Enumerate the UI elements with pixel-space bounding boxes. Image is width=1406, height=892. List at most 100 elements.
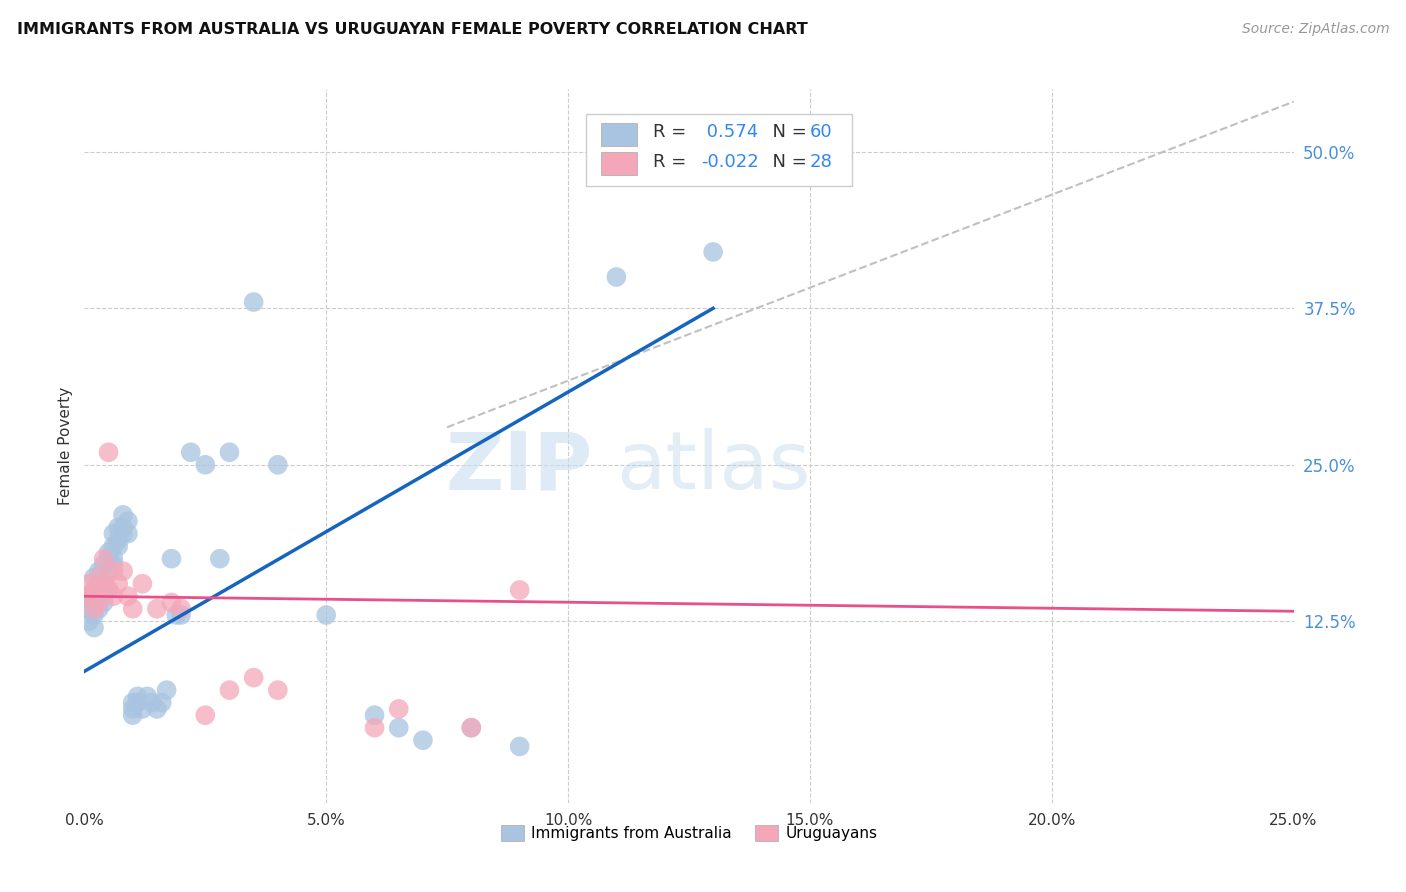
Point <box>83 582 105 597</box>
Point <box>77 576 100 591</box>
Text: atlas: atlas <box>616 428 811 507</box>
Point <box>155 683 177 698</box>
Point <box>83 595 105 609</box>
Point <box>150 696 173 710</box>
Point <box>509 739 531 754</box>
Point <box>127 696 149 710</box>
Point <box>83 570 105 584</box>
Point <box>97 545 120 559</box>
FancyBboxPatch shape <box>586 114 852 186</box>
Point <box>267 458 290 472</box>
Point <box>103 589 125 603</box>
Point <box>103 551 125 566</box>
Point <box>97 445 120 459</box>
Point <box>194 708 217 723</box>
Text: IMMIGRANTS FROM AUSTRALIA VS URUGUAYAN FEMALE POVERTY CORRELATION CHART: IMMIGRANTS FROM AUSTRALIA VS URUGUAYAN F… <box>17 22 807 37</box>
Point <box>605 270 627 285</box>
Point <box>117 526 139 541</box>
Point <box>93 558 115 572</box>
Point <box>87 570 110 584</box>
Point <box>180 445 202 459</box>
Point <box>83 601 105 615</box>
Point <box>97 564 120 578</box>
Text: N =: N = <box>762 153 813 171</box>
Point <box>242 671 264 685</box>
Text: N =: N = <box>762 123 813 141</box>
Point <box>170 601 193 615</box>
FancyBboxPatch shape <box>600 123 637 145</box>
Text: R =: R = <box>652 153 692 171</box>
Text: 0.574: 0.574 <box>702 123 758 141</box>
Point <box>141 696 163 710</box>
Text: 60: 60 <box>810 123 832 141</box>
Point <box>93 595 115 609</box>
Point <box>107 539 129 553</box>
Point <box>107 576 129 591</box>
Point <box>83 621 105 635</box>
Point <box>315 607 337 622</box>
Point <box>97 582 120 597</box>
Point <box>87 595 110 609</box>
Point <box>702 244 724 259</box>
Point <box>218 683 240 698</box>
Point <box>87 564 110 578</box>
Point <box>170 607 193 622</box>
Point <box>112 564 135 578</box>
Text: R =: R = <box>652 123 692 141</box>
Point <box>460 721 482 735</box>
Point <box>127 690 149 704</box>
Point <box>93 576 115 591</box>
Point <box>136 690 159 704</box>
Point <box>87 576 110 591</box>
Point <box>460 721 482 735</box>
Point <box>121 601 143 615</box>
Point <box>87 601 110 615</box>
Point <box>87 589 110 603</box>
Text: -0.022: -0.022 <box>702 153 759 171</box>
Text: Source: ZipAtlas.com: Source: ZipAtlas.com <box>1241 22 1389 37</box>
Point <box>160 595 183 609</box>
Point <box>242 295 264 310</box>
Point <box>363 721 385 735</box>
Point <box>103 558 125 572</box>
Point <box>131 702 153 716</box>
Point <box>107 533 129 547</box>
Point <box>194 458 217 472</box>
Point <box>77 595 100 609</box>
Point <box>103 526 125 541</box>
Legend: Immigrants from Australia, Uruguayans: Immigrants from Australia, Uruguayans <box>494 817 884 848</box>
Point <box>160 551 183 566</box>
FancyBboxPatch shape <box>600 152 637 175</box>
Point <box>112 526 135 541</box>
Point <box>93 551 115 566</box>
Point <box>363 708 385 723</box>
Point <box>388 702 411 716</box>
Point <box>131 576 153 591</box>
Point <box>97 582 120 597</box>
Point <box>267 683 290 698</box>
Point <box>146 601 169 615</box>
Point <box>117 589 139 603</box>
Point <box>93 576 115 591</box>
Point <box>121 708 143 723</box>
Point <box>121 702 143 716</box>
Point <box>117 514 139 528</box>
Point <box>83 607 105 622</box>
Point <box>103 564 125 578</box>
Point <box>103 539 125 553</box>
Point <box>218 445 240 459</box>
Point <box>146 702 169 716</box>
Point <box>77 589 100 603</box>
Point <box>112 508 135 522</box>
Point <box>77 614 100 628</box>
Point <box>107 520 129 534</box>
Point <box>121 696 143 710</box>
Point <box>97 551 120 566</box>
Point <box>509 582 531 597</box>
Text: ZIP: ZIP <box>444 428 592 507</box>
Point <box>388 721 411 735</box>
Y-axis label: Female Poverty: Female Poverty <box>58 387 73 505</box>
Text: 28: 28 <box>810 153 832 171</box>
Point <box>77 601 100 615</box>
Point <box>412 733 434 747</box>
